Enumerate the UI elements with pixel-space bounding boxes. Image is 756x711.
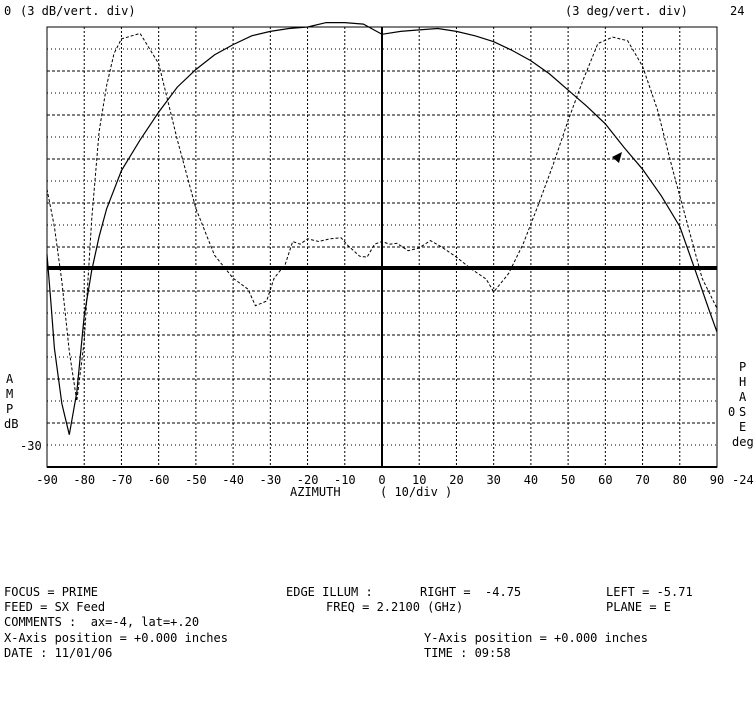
comments-text: COMMENTS : ax=-4, lat=+.20 [4, 615, 200, 629]
x-tick-label: -30 [259, 473, 282, 487]
x-axis-position-text: X-Axis position = +0.000 inches [4, 631, 228, 645]
left-axis-letter-m: M [6, 387, 14, 401]
amplitude-series-line [46, 22, 718, 435]
y-axis-position-text: Y-Axis position = +0.000 inches [424, 631, 648, 645]
date-text: DATE : 11/01/06 [4, 646, 113, 660]
right-axis-zero-value: 0 [728, 405, 736, 419]
x-tick-label: 90 [709, 473, 725, 487]
focus-text: FOCUS = PRIME [4, 585, 98, 599]
x-tick-label: 30 [486, 473, 501, 487]
freq-text: FREQ = 2.2100 (GHz) [326, 600, 464, 614]
right-axis-letter-a: A [739, 390, 747, 404]
arrow-marker-icon [612, 152, 622, 163]
x-tick-label: -90 [36, 473, 58, 487]
x-tick-label: -20 [296, 473, 319, 487]
x-tick-label: -10 [333, 473, 356, 487]
x-tick-label: 0 [378, 473, 386, 487]
left-axis-bottom-value: -30 [20, 439, 42, 453]
right-axis-letter-s: S [739, 405, 747, 419]
x-tick-label: 40 [523, 473, 539, 487]
left-axis-letter-a: A [6, 372, 14, 386]
right-axis-letter-deg: deg [732, 435, 754, 449]
right-axis-letter-e: E [739, 420, 747, 434]
time-text: TIME : 09:58 [424, 646, 511, 660]
right-axis-letter-p: P [739, 360, 747, 374]
x-tick-label: 20 [449, 473, 464, 487]
right-axis-scale: (3 deg/vert. div) [565, 4, 688, 18]
left-axis-top-value: 0 [4, 4, 12, 18]
x-tick-label: 80 [672, 473, 688, 487]
edge-illum-label: EDGE ILLUM : [286, 585, 373, 599]
feed-text: FEED = SX Feed [4, 600, 106, 614]
right-illum-value: RIGHT = -4.75 [420, 585, 522, 599]
x-tick-label: 10 [412, 473, 427, 487]
x-axis-scale: ( 10/div ) [380, 485, 453, 499]
left-axis-scale: (3 dB/vert. div) [20, 4, 136, 18]
left-axis-letter-db: dB [4, 417, 19, 431]
x-tick-label: -80 [73, 473, 96, 487]
series-layer [46, 22, 718, 435]
x-tick-label: -50 [185, 473, 207, 487]
left-axis-letter-p: P [6, 402, 14, 416]
x-tick-label: 70 [635, 473, 650, 487]
x-tick-label: -60 [147, 473, 170, 487]
right-axis-letter-h: H [739, 375, 747, 389]
right-axis-bottom-value: -24 [732, 473, 754, 487]
right-axis-top-value: 24 [730, 4, 745, 18]
x-tick-label: -70 [110, 473, 133, 487]
x-tick-label: 50 [560, 473, 576, 487]
x-tick-label: -40 [222, 473, 244, 487]
left-illum-value: LEFT = -5.71 [606, 585, 693, 599]
x-axis-label: AZIMUTH [290, 485, 341, 499]
phase-series-line [46, 32, 718, 402]
plane-text: PLANE = E [606, 600, 672, 614]
x-tick-label: 60 [598, 473, 613, 487]
